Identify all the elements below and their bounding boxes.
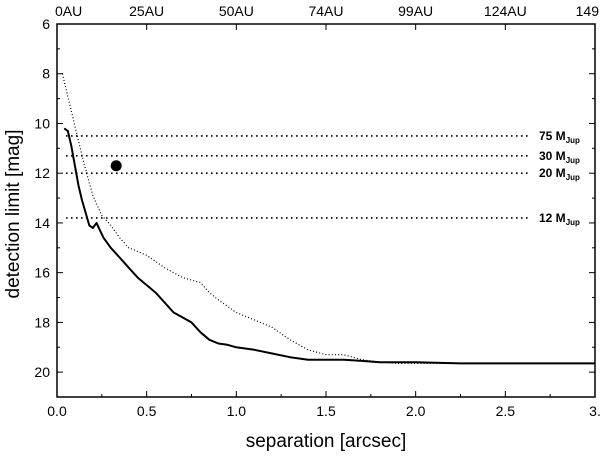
x-tick-label: 2.5 [496, 403, 516, 419]
series-layer [61, 73, 595, 365]
plot-frame [56, 23, 596, 398]
y-tick-label: 16 [34, 265, 50, 281]
top-tick-label: 99AU [398, 3, 433, 19]
top-tick-label: 50AU [219, 3, 254, 19]
top-tick-label: 124AU [484, 3, 527, 19]
y-tick-label: 14 [34, 215, 50, 231]
solid-series-line [63, 127, 595, 365]
y-tick-label: 20 [34, 364, 50, 380]
top-tick-label: 74AU [308, 3, 343, 19]
x-axis-title: separation [arcsec] [246, 431, 407, 452]
companion-point [110, 160, 122, 172]
mass-limit-label: 20 MJup [539, 166, 580, 182]
y-tick-label: 10 [34, 115, 50, 131]
top-tick-label: 149 [576, 3, 600, 19]
x-tick-label: 2.0 [406, 403, 426, 419]
x-tick-label: 3. [589, 403, 600, 419]
x-tick-label: 1.5 [316, 403, 336, 419]
ticks-layer: 0.0 0.5 1.0 1.5 2.0 2.5 3. 0AU 25AU 50AU 74AU 99AU 1… [34, 3, 600, 419]
y-tick-label: 6 [42, 16, 50, 32]
top-tick-label: 25AU [129, 3, 164, 19]
mass-limit-label: 12 MJup [539, 211, 580, 227]
x-tick-label: 0.5 [137, 403, 157, 419]
x-tick-label: 1.0 [227, 403, 247, 419]
y-axis-title: detection limit [mag] [3, 130, 24, 299]
y-tick-label: 18 [34, 314, 50, 330]
y-tick-label: 12 [34, 165, 50, 181]
y-tick-label: 8 [42, 66, 50, 82]
points-layer [110, 160, 122, 172]
mass-limit-label: 30 MJup [539, 149, 580, 165]
mass-limit-label: 75 MJup [539, 129, 580, 145]
top-tick-label: 0AU [55, 3, 82, 19]
x-tick-label: 0.0 [47, 403, 67, 419]
